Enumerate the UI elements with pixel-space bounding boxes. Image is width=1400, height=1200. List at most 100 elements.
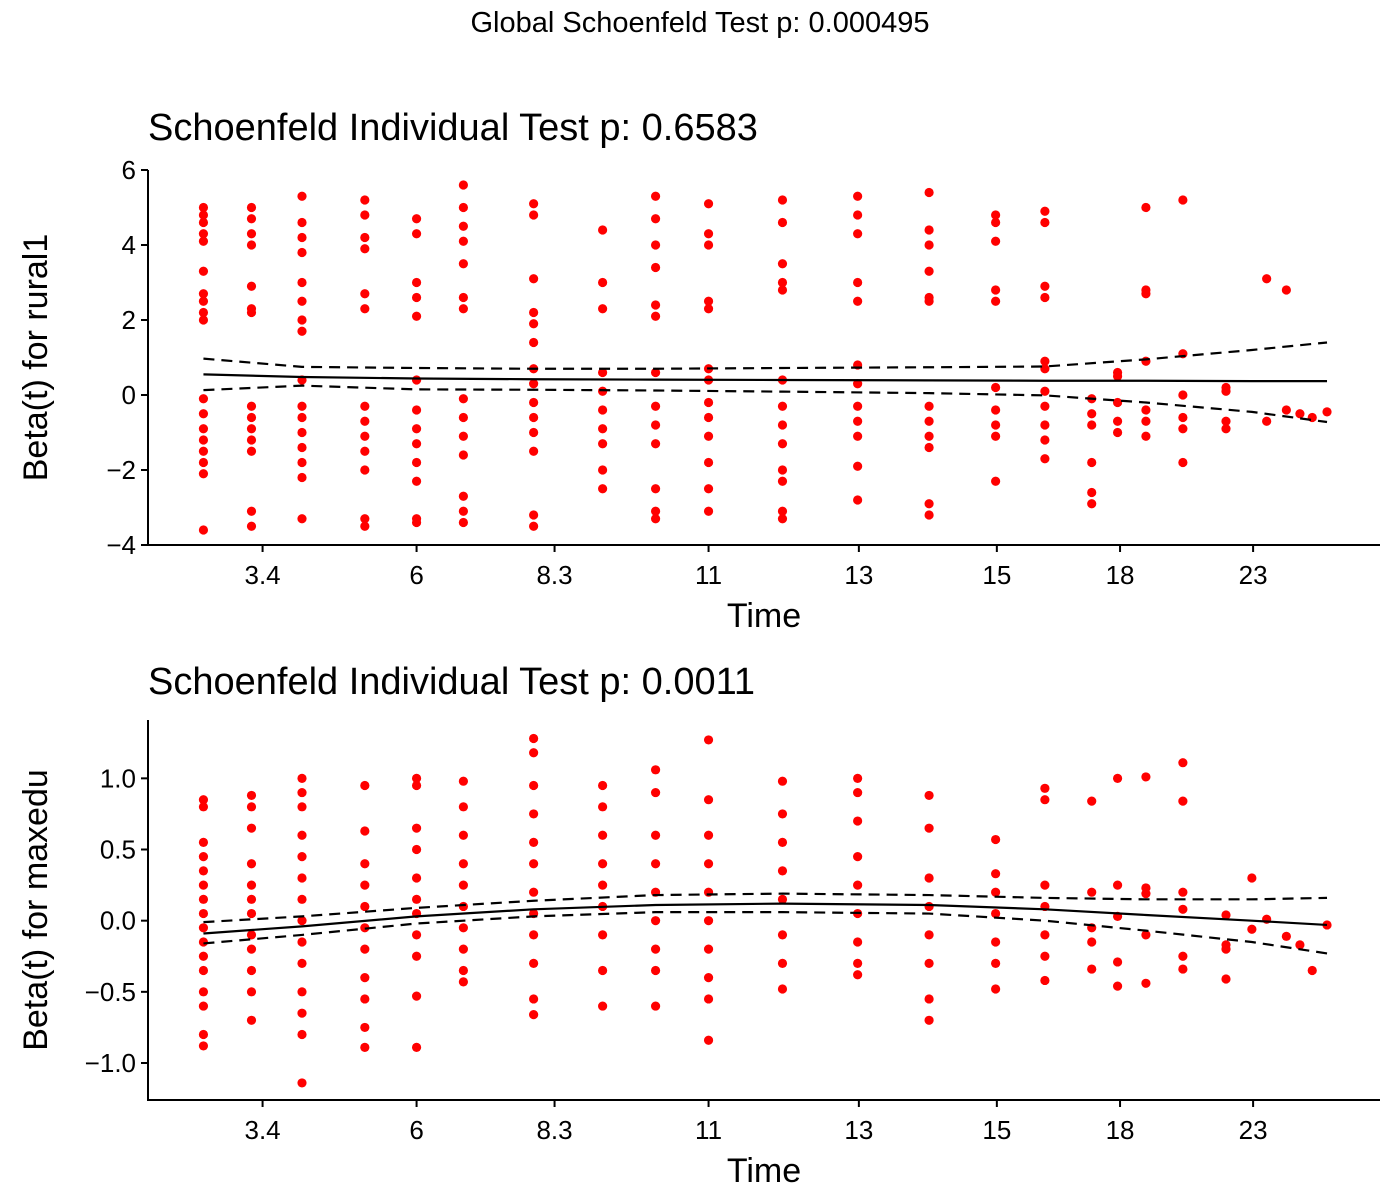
- point: [1040, 975, 1050, 986]
- point: [411, 229, 422, 239]
- point: [650, 944, 661, 954]
- point: [924, 416, 934, 426]
- point: [991, 476, 1001, 486]
- point: [1295, 409, 1305, 419]
- point: [598, 830, 608, 840]
- point: [458, 506, 468, 516]
- point: [246, 880, 257, 890]
- point: [598, 424, 608, 434]
- point: [853, 229, 863, 239]
- point: [1087, 420, 1097, 430]
- point: [458, 304, 468, 314]
- point: [411, 517, 422, 528]
- panel: Schoenfeld Individual Test p: 0.0011 −1.0…: [17, 661, 1380, 1190]
- point: [1112, 880, 1123, 890]
- point: [297, 916, 307, 926]
- point: [297, 217, 307, 228]
- point: [246, 401, 257, 411]
- point: [360, 304, 370, 314]
- point: [1281, 285, 1291, 295]
- point: [1040, 217, 1050, 228]
- point: [650, 859, 661, 869]
- point: [246, 240, 257, 250]
- y-axis-title: Beta(t) for rural1: [17, 234, 55, 482]
- point: [198, 409, 209, 419]
- point: [1112, 416, 1123, 426]
- point: [411, 930, 422, 940]
- point: [411, 780, 422, 791]
- panel-title: Schoenfeld Individual Test p: 0.6583: [148, 107, 758, 149]
- point: [1141, 978, 1151, 988]
- point: [198, 852, 209, 862]
- point: [529, 859, 539, 869]
- point: [853, 296, 863, 306]
- point: [1247, 924, 1257, 934]
- point: [529, 412, 539, 423]
- point: [1087, 409, 1097, 419]
- y-tick-label: 2: [122, 305, 136, 335]
- x-tick-label: 8.3: [536, 1115, 572, 1145]
- point: [297, 773, 307, 783]
- point: [777, 894, 788, 904]
- point: [853, 495, 863, 505]
- point: [297, 442, 307, 453]
- point: [991, 236, 1001, 246]
- point: [246, 446, 257, 456]
- point: [198, 217, 209, 228]
- point: [529, 379, 539, 389]
- point: [1040, 292, 1050, 303]
- point: [991, 908, 1001, 919]
- point: [777, 776, 788, 786]
- point: [458, 180, 468, 190]
- point: [198, 210, 209, 220]
- point: [458, 880, 468, 890]
- point: [924, 1015, 934, 1025]
- point: [246, 965, 257, 976]
- point: [598, 859, 608, 869]
- point: [703, 484, 714, 494]
- point: [529, 210, 539, 220]
- point: [411, 823, 422, 833]
- point: [297, 315, 307, 325]
- point: [360, 465, 370, 475]
- point: [411, 375, 422, 385]
- point: [598, 965, 608, 976]
- point: [1040, 386, 1050, 396]
- point: [297, 427, 307, 438]
- x-tick-label: 11: [695, 560, 722, 590]
- x-tick-label: 6: [409, 560, 423, 590]
- smooth-line: [203, 341, 1328, 370]
- panel-title: Schoenfeld Individual Test p: 0.0011: [148, 661, 755, 703]
- point: [458, 412, 468, 423]
- point: [991, 285, 1001, 295]
- point: [853, 880, 863, 890]
- point: [1281, 405, 1291, 415]
- point: [1141, 289, 1151, 299]
- point: [777, 809, 788, 819]
- point: [703, 859, 714, 869]
- point: [297, 987, 307, 997]
- point: [458, 901, 468, 912]
- point: [777, 285, 788, 295]
- point: [1141, 772, 1151, 782]
- point: [853, 970, 863, 980]
- point: [924, 958, 934, 968]
- point: [297, 457, 307, 468]
- point: [246, 424, 257, 434]
- point: [703, 229, 714, 239]
- point: [529, 780, 539, 791]
- point: [360, 514, 370, 524]
- point: [411, 214, 422, 224]
- point: [1141, 202, 1151, 213]
- point: [777, 866, 788, 876]
- point: [529, 510, 539, 520]
- point: [411, 277, 422, 288]
- point: [297, 472, 307, 483]
- point: [529, 733, 539, 744]
- y-tick-label: 6: [122, 155, 136, 185]
- point: [297, 937, 307, 947]
- point: [198, 394, 209, 404]
- point: [458, 236, 468, 246]
- point: [1040, 930, 1050, 940]
